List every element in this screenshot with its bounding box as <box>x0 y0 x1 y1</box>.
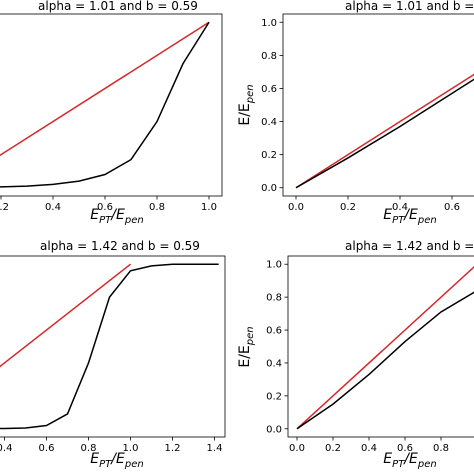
x-tick-label: 0.6 <box>97 202 113 213</box>
x-tick-label: 0.4 <box>392 202 408 213</box>
x-axis-label-part: PT <box>99 459 112 470</box>
x-tick-label: 0.6 <box>444 202 460 213</box>
y-tick-label: 0.6 <box>261 84 277 95</box>
axes-frame <box>0 13 223 197</box>
x-tick-label: 1.0 <box>201 202 217 213</box>
y-tick-label: 0.4 <box>266 358 282 369</box>
line-series <box>0 263 131 368</box>
x-tick-label: 1.4 <box>207 443 223 454</box>
x-axis-label: EPT/Epen <box>383 451 436 470</box>
y-tick-label: 1.0 <box>261 18 277 29</box>
panel-title: alpha = 1.01 and b = <box>345 0 474 13</box>
axes-frame <box>282 13 474 197</box>
y-tick-label: 1.0 <box>266 260 282 271</box>
x-tick-label: 0.2 <box>340 202 356 213</box>
x-tick-label: 1.2 <box>165 443 181 454</box>
panel: alpha = 1.01 and b = 0.0 0.2 0.4 0.6 0.0 0.2 0.… <box>237 0 474 226</box>
x-tick-label: 0.8 <box>81 443 97 454</box>
line-series <box>0 21 210 188</box>
x-axis-label-part: E <box>383 207 392 223</box>
x-tick-label: 0.8 <box>149 202 165 213</box>
panel-title: alpha = 1.01 and b = 0.59 <box>38 0 198 13</box>
x-tick-label: 0.2 <box>0 202 9 213</box>
x-axis-label: EPT/Epen <box>90 207 143 226</box>
panel-title: alpha = 1.42 and b = <box>345 239 474 253</box>
line-series <box>296 291 474 430</box>
y-axis-label: E/Epen <box>237 326 256 367</box>
line-series <box>295 73 474 189</box>
y-tick-label: 0.2 <box>261 150 277 161</box>
x-axis-label-part: PT <box>99 215 112 226</box>
x-axis-label-part: PT <box>392 215 405 226</box>
x-axis-label-part: PT <box>392 459 405 470</box>
line-series <box>296 265 474 430</box>
line-series <box>0 263 219 430</box>
x-axis-label-part: E <box>90 207 99 223</box>
panel: alpha = 1.42 and b = 0.59 0.4 0.6 0.8 1.0 1.2… <box>0 239 226 470</box>
y-axis-label-part: pen <box>245 326 256 346</box>
line-series <box>295 78 474 189</box>
panel: alpha = 1.01 and b = 0.59 0.2 0.4 0.6 0.8 1.0… <box>0 0 223 226</box>
x-axis-label-part: pen <box>124 215 144 226</box>
x-tick-label: 0.4 <box>0 443 12 454</box>
x-tick-label: 0.2 <box>325 443 341 454</box>
x-axis-label: EPT/Epen <box>383 207 436 226</box>
x-axis-label-part: pen <box>124 459 144 470</box>
x-tick-label: 0.8 <box>433 443 449 454</box>
x-axis-label-part: E <box>90 451 99 467</box>
x-axis-label-part: /E <box>109 451 125 467</box>
axes-frame <box>0 255 226 438</box>
x-axis-label-part: pen <box>417 459 437 470</box>
x-axis-label: EPT/Epen <box>90 451 143 470</box>
y-tick-label: 0.0 <box>266 424 282 435</box>
axes-frame <box>287 255 474 438</box>
x-axis-label-part: /E <box>109 207 125 223</box>
x-tick-label: 0.4 <box>361 443 377 454</box>
x-axis-label-part: E <box>383 451 392 467</box>
y-tick-label: 0.4 <box>261 117 277 128</box>
y-axis-label-part: pen <box>245 84 256 104</box>
panel-title: alpha = 1.42 and b = 0.59 <box>40 239 200 253</box>
y-tick-label: 0.0 <box>261 183 277 194</box>
y-axis-label-part: E/E <box>237 103 253 125</box>
y-tick-label: 0.8 <box>261 51 277 62</box>
y-tick-label: 0.6 <box>266 326 282 337</box>
x-axis-label-part: /E <box>402 451 418 467</box>
x-tick-label: 0.4 <box>45 202 61 213</box>
x-tick-label: 0.0 <box>288 202 304 213</box>
x-tick-label: 1.0 <box>123 443 139 454</box>
y-axis-label: E/Epen <box>237 84 256 125</box>
y-tick-label: 0.8 <box>266 293 282 304</box>
x-tick-label: 0.6 <box>39 443 55 454</box>
y-axis-label-part: E/E <box>237 345 253 367</box>
x-axis-label-part: /E <box>402 207 418 223</box>
x-tick-label: 0.0 <box>289 443 305 454</box>
y-tick-label: 0.2 <box>266 391 282 402</box>
x-tick-label: 0.6 <box>397 443 413 454</box>
panel: alpha = 1.42 and b = 0.0 0.2 0.4 0.6 0.8 0.0 0.… <box>237 239 474 470</box>
line-series <box>0 21 210 157</box>
x-axis-label-part: pen <box>417 215 437 226</box>
